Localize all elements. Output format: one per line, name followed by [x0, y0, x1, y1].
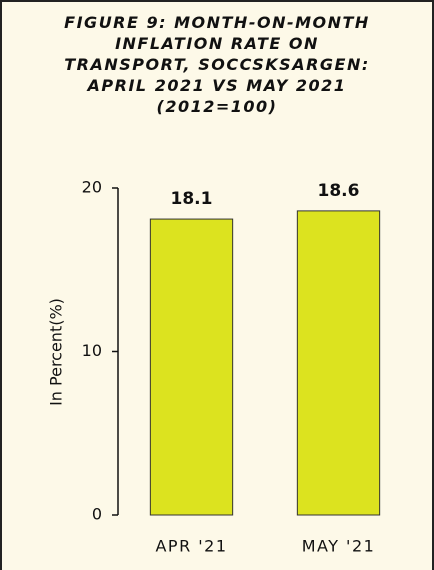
y-tick-label: 0 — [92, 505, 102, 524]
y-tick-label: 10 — [82, 341, 102, 360]
x-tick-label: APR '21 — [155, 537, 227, 556]
y-tick-label: 20 — [82, 178, 102, 197]
bar — [296, 210, 381, 516]
data-label: 18.6 — [318, 181, 360, 201]
y-axis-label: In Percent(%) — [47, 298, 66, 406]
chart-title: FIGURE 9: MONTH-ON-MONTH INFLATION RATE … — [64, 13, 370, 116]
data-label: 18.1 — [171, 189, 213, 209]
bar — [149, 218, 234, 516]
x-tick-label: MAY '21 — [302, 537, 376, 556]
